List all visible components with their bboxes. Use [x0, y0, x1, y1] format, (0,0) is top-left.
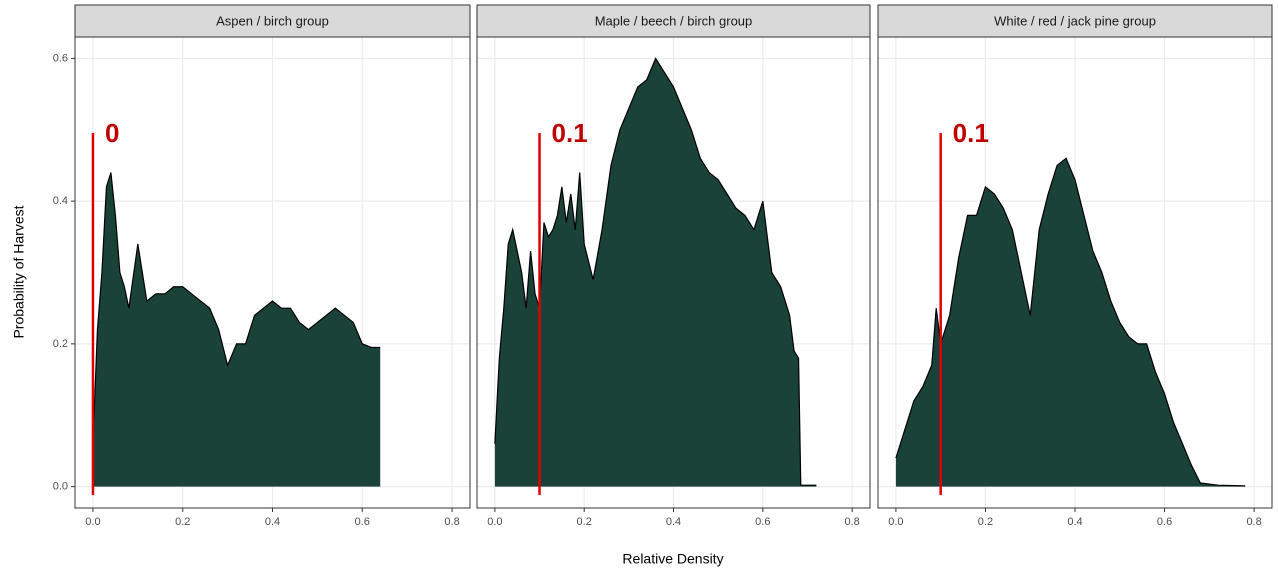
area — [895, 158, 1246, 487]
threshold-label: 0.1 — [552, 118, 588, 148]
strip-title: White / red / jack pine group — [994, 13, 1156, 28]
x-tick-label: 0.2 — [577, 516, 592, 528]
y-tick-label: 0.2 — [53, 338, 68, 350]
x-tick-label: 0.6 — [1157, 516, 1172, 528]
x-tick-label: 0.0 — [85, 516, 100, 528]
strip — [74, 4, 471, 38]
x-tick-label: 0.2 — [978, 516, 993, 528]
y-axis-label: Probability of Harvest — [11, 205, 27, 338]
strip-title: Aspen / birch group — [216, 13, 329, 28]
area — [92, 172, 381, 487]
area-outline — [494, 57, 817, 486]
x-tick-label: 0.8 — [1246, 516, 1261, 528]
area-outline — [895, 157, 1246, 487]
x-tick-label: 0.8 — [844, 516, 859, 528]
x-tick-label: 0.8 — [444, 516, 459, 528]
x-axis-label: Relative Density — [622, 551, 723, 567]
x-tick-label: 0.6 — [355, 516, 370, 528]
area-outline — [92, 172, 381, 444]
x-tick-label: 0.4 — [1067, 516, 1082, 528]
x-tick-label: 0.4 — [666, 516, 681, 528]
strip — [877, 4, 1273, 38]
threshold-label: 0.1 — [953, 118, 989, 148]
threshold-label: 0 — [105, 118, 119, 148]
x-tick-label: 0.0 — [888, 516, 903, 528]
area — [494, 58, 817, 487]
y-tick-label: 0.0 — [53, 480, 68, 492]
x-tick-label: 0.0 — [487, 516, 502, 528]
x-tick-label: 0.6 — [755, 516, 770, 528]
y-tick-label: 0.6 — [53, 52, 68, 64]
x-tick-label: 0.2 — [175, 516, 190, 528]
strip — [476, 4, 871, 38]
y-tick-label: 0.4 — [53, 195, 68, 207]
x-tick-label: 0.4 — [265, 516, 280, 528]
strip-title: Maple / beech / birch group — [595, 13, 753, 28]
